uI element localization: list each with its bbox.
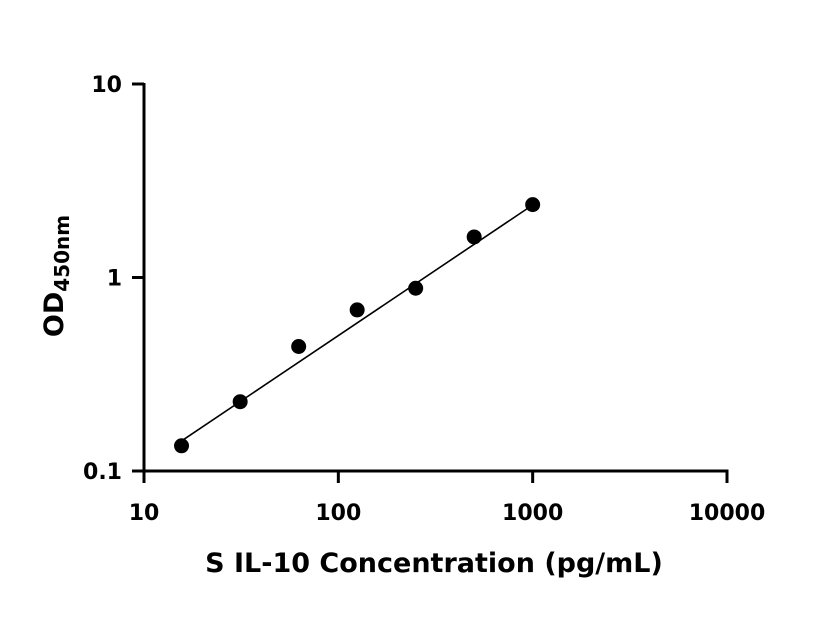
y-tick-label: 10: [91, 73, 122, 98]
data-point: [525, 197, 541, 213]
data-point: [232, 394, 248, 410]
x-axis-label: S IL-10 Concentration (pg/mL): [205, 548, 663, 579]
data-point: [291, 338, 307, 354]
y-tick-label: 0.1: [83, 460, 122, 485]
y-axis-label-main: OD: [39, 292, 70, 337]
x-ticks: 10 100 1000 10000: [129, 471, 766, 526]
y-axis-label-subscript: 450nm: [50, 215, 74, 292]
y-ticks: 0.1 1 10: [83, 73, 144, 485]
x-tick-label: 100: [315, 501, 361, 526]
x-tick-label: 10000: [689, 501, 766, 526]
data-point: [349, 302, 365, 318]
y-tick-label: 1: [107, 267, 122, 292]
axes: [142, 83, 729, 473]
x-tick-label: 1000: [502, 501, 563, 526]
data-point: [408, 280, 424, 296]
data-point: [466, 229, 482, 245]
x-tick-label: 10: [129, 501, 160, 526]
data-point: [174, 438, 190, 454]
data-points: [174, 197, 541, 454]
y-axis-label: OD450nm: [39, 215, 74, 337]
